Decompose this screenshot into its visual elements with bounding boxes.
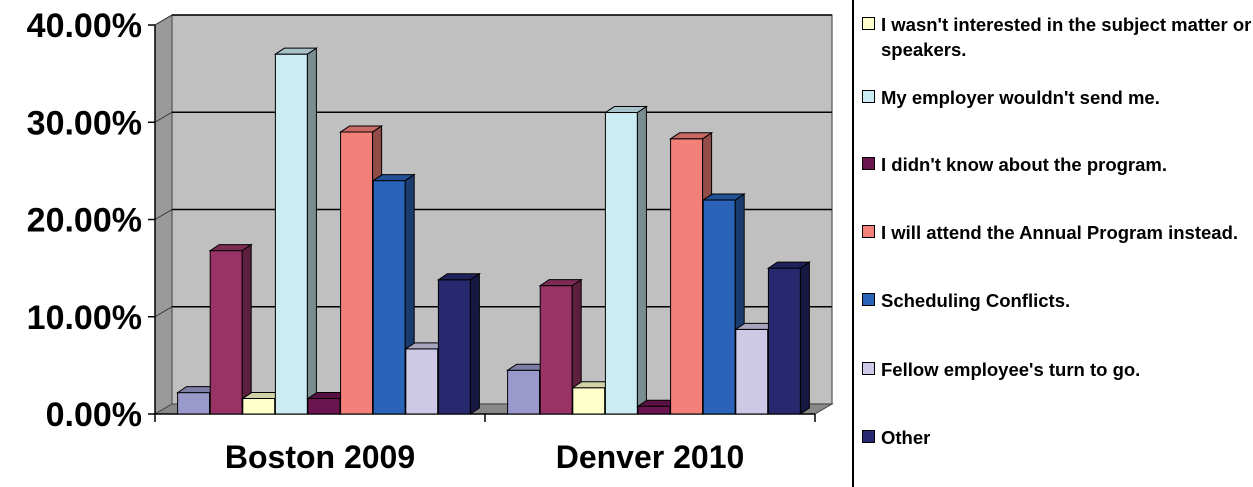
legend-swatch [862,90,875,103]
bar [603,105,649,415]
bar [208,243,253,415]
bar-front [735,328,769,415]
legend-swatch [862,293,875,306]
y-tick-label: 0.00% [46,396,142,434]
legend-swatch [862,430,875,443]
bar-front [507,369,541,415]
bar-side [799,261,810,415]
bar [538,278,583,415]
bar-front [209,250,243,415]
bar-front [177,392,211,415]
bar-front [274,53,308,415]
legend-label: I will attend the Annual Program instead… [881,222,1239,243]
legend-label: Scheduling Conflicts. [881,290,1071,311]
bar-front [702,199,736,415]
gridline-side [154,111,173,123]
legend-item: Other [862,425,1252,450]
bar-side [306,47,317,415]
legend-item: I didn't know about the program. [862,152,1252,177]
gridline-side [154,14,173,26]
bar-top [436,273,482,281]
legend-label: I wasn't interested in the subject matte… [881,14,1252,60]
bar-side [469,272,480,415]
gridline-side [154,209,173,220]
bar-front [604,112,638,415]
bar-front [767,267,801,415]
bar-chart: 0.00% 10.00% 20.00% 30.00% 40.00% Boston 200… [27,7,834,475]
legend-swatch [862,157,875,170]
legend-label: Other [881,427,931,448]
bar-top [538,279,583,287]
legend-item: I will attend the Annual Program instead… [862,220,1252,245]
bar-top [701,193,746,201]
bar-top [668,132,714,140]
legend-swatch [862,225,875,238]
bar-front [572,387,606,415]
bar-side [241,243,252,415]
x-category-label: Denver 2010 [556,439,745,475]
bar-top [766,261,812,269]
bar-front [372,180,406,415]
legend-item: My employer wouldn't send me. [862,85,1252,110]
legend-label: I didn't know about the program. [881,154,1168,175]
bar [273,47,319,415]
bar-top [273,47,319,55]
legend-item: I wasn't interested in the subject matte… [862,12,1252,62]
legend-label: Fellow employee's turn to go. [881,359,1141,380]
bar [766,261,812,415]
bar-top [208,244,253,252]
bar-front [307,397,341,415]
y-tick-label: 20.00% [27,202,142,240]
bar-front [340,131,374,415]
legend-item: Scheduling Conflicts. [862,288,1252,313]
bar [436,272,482,415]
bar-top [371,174,416,182]
legend-swatch [862,362,875,375]
bar [241,391,286,415]
legend: I wasn't interested in the subject matte… [852,0,1253,487]
bar-top [338,125,384,133]
y-tick-label: 10.00% [27,299,142,337]
gridline-side [154,306,173,318]
bar-top [603,106,649,114]
legend-item: Fellow employee's turn to go. [862,357,1252,382]
legend-swatch [862,17,875,30]
y-tick-label: 40.00% [27,7,142,45]
bar-front [405,348,439,415]
bar-front [637,405,671,415]
bar-front [670,138,704,415]
legend-label: My employer wouldn't send me. [881,87,1160,108]
y-tick-label: 30.00% [27,104,142,142]
bar-front [539,285,573,415]
bar-front [437,279,471,415]
x-category-label: Boston 2009 [225,439,415,475]
bar-front [242,397,276,415]
bar-side [636,105,647,415]
